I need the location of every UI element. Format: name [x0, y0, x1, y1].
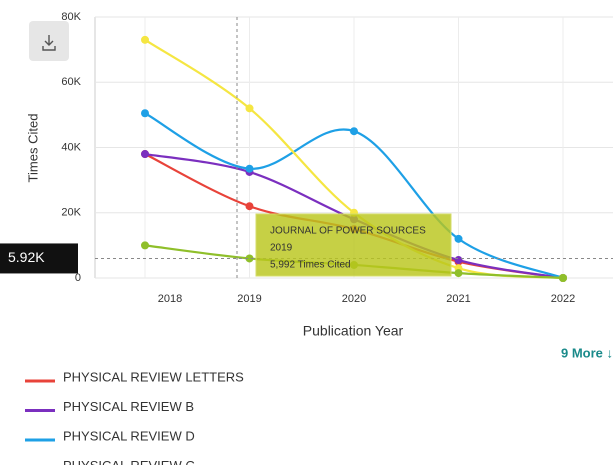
- y-tick-label: 0: [75, 272, 81, 284]
- y-tick-label: 80K: [61, 11, 81, 23]
- point: [245, 164, 254, 173]
- legend-label: PHYSICAL REVIEW LETTERS: [63, 369, 244, 384]
- x-axis-label: Publication Year: [303, 323, 404, 339]
- point: [245, 254, 254, 263]
- y-tick-label: 20K: [61, 207, 81, 219]
- legend-label: PHYSICAL REVIEW B: [63, 399, 194, 414]
- x-tick-label: 2020: [342, 293, 366, 305]
- point: [245, 104, 254, 113]
- tooltip-year: 2019: [270, 243, 293, 254]
- more-link[interactable]: 9 More ↓: [561, 345, 613, 360]
- point: [141, 35, 149, 44]
- point: [350, 127, 358, 136]
- point: [454, 269, 463, 278]
- legend-label: PHYSICAL REVIEW D: [63, 428, 195, 443]
- tooltip-series: JOURNAL OF POWER SOURCES: [270, 226, 426, 237]
- point: [141, 150, 149, 159]
- point: [245, 202, 254, 211]
- point: [454, 256, 463, 265]
- x-tick-label: 2018: [158, 293, 182, 305]
- point: [141, 241, 149, 250]
- crosshair-label: 5.92K: [8, 249, 45, 265]
- point: [559, 274, 567, 282]
- y-tick-label: 40K: [61, 141, 81, 153]
- y-axis-label: Times Cited: [25, 114, 40, 183]
- point: [454, 234, 463, 243]
- tooltip-value: 5,992 Times Cited: [270, 260, 351, 271]
- tooltip: [255, 213, 452, 277]
- download-icon: [42, 35, 56, 51]
- x-tick-label: 2021: [446, 293, 470, 305]
- y-tick-label: 60K: [61, 76, 81, 88]
- x-tick-label: 2019: [237, 293, 261, 305]
- x-tick-label: 2022: [551, 293, 575, 305]
- legend-label: PHYSICAL REVIEW C: [63, 458, 195, 465]
- point: [141, 109, 149, 118]
- crosshair-badge: [0, 243, 78, 274]
